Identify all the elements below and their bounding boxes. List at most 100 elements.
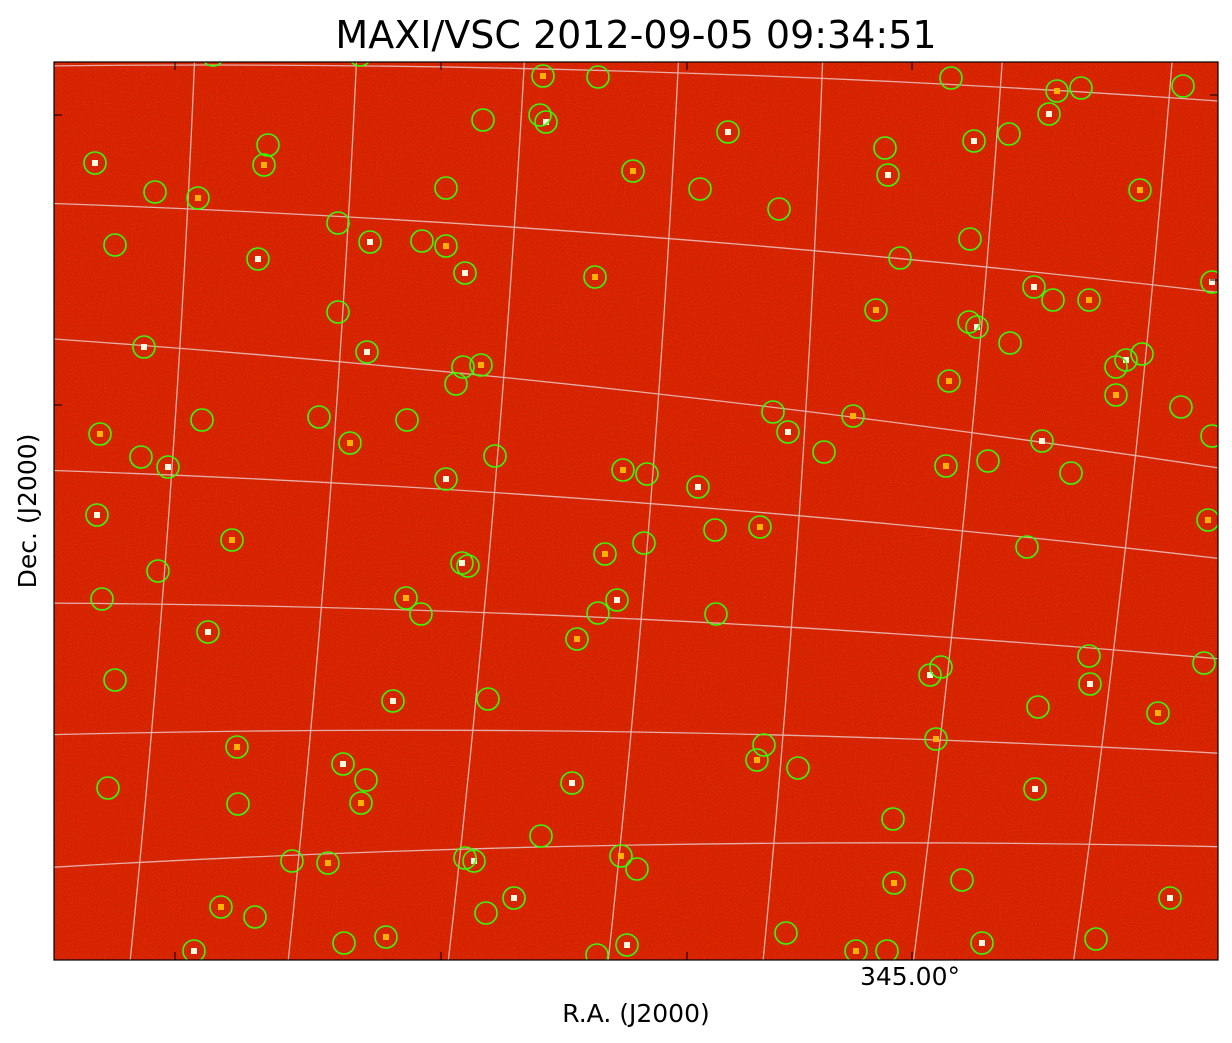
source-circle <box>1192 651 1216 675</box>
source-circle <box>1084 927 1108 951</box>
image-noise <box>54 62 1218 960</box>
source-circle <box>316 851 340 875</box>
source-spot <box>403 595 409 601</box>
source-spot <box>1087 681 1093 687</box>
source-circle <box>1128 178 1152 202</box>
source-spot <box>1123 357 1129 363</box>
source-circle <box>876 163 900 187</box>
source-spot <box>630 168 636 174</box>
source-circle <box>1200 424 1218 448</box>
source-circle <box>1045 79 1069 103</box>
source-circle <box>609 844 633 868</box>
source-spot <box>205 629 211 635</box>
source-spot <box>574 636 580 642</box>
source-spot <box>165 464 171 470</box>
y-axis-label: Dec. (J2000) <box>13 434 42 589</box>
source-circle <box>611 458 635 482</box>
source-circle <box>476 687 500 711</box>
source-spot <box>592 274 598 280</box>
source-circle <box>1104 383 1128 407</box>
source-circle <box>1041 288 1065 312</box>
source-circle <box>585 943 609 960</box>
meridian <box>912 62 1003 960</box>
source-circle <box>326 300 350 324</box>
source-spot <box>210 52 216 58</box>
source-spot <box>229 537 235 543</box>
source-circle <box>1026 695 1050 719</box>
source-circle <box>453 846 477 870</box>
source-spot <box>1205 517 1211 523</box>
source-circle <box>1196 508 1218 532</box>
source-circle <box>469 353 493 377</box>
source-spot <box>1046 111 1052 117</box>
source-spot <box>1113 392 1119 398</box>
source-circle <box>502 886 526 910</box>
source-circle <box>998 331 1022 355</box>
source-circle <box>410 229 434 253</box>
source-circle <box>483 444 507 468</box>
source-circle <box>934 454 958 478</box>
source-circle <box>1030 429 1054 453</box>
source-spot <box>191 948 197 954</box>
source-circle <box>605 588 629 612</box>
source-spot <box>1155 710 1161 716</box>
meridian <box>129 62 196 960</box>
source-circle <box>929 655 953 679</box>
source-circle <box>409 602 433 626</box>
source-circle <box>96 776 120 800</box>
source-circle <box>716 120 740 144</box>
source-spot <box>602 551 608 557</box>
source-circle <box>950 868 974 892</box>
source-circle <box>132 335 156 359</box>
source-circle <box>625 857 649 881</box>
source-circle <box>474 901 498 925</box>
source-circle <box>453 261 477 285</box>
source-spot <box>933 736 939 742</box>
source-circle <box>146 559 170 583</box>
source-spot <box>94 512 100 518</box>
source-circle <box>937 369 961 393</box>
source-circle <box>786 756 810 780</box>
source-circle <box>583 265 607 289</box>
source-spot <box>754 757 760 763</box>
parallel <box>54 602 1218 660</box>
source-circle <box>873 136 897 160</box>
source-circles <box>83 62 1218 960</box>
source-spot <box>261 162 267 168</box>
source-circle <box>220 528 244 552</box>
coordinate-grid <box>54 62 1218 960</box>
source-spot <box>443 476 449 482</box>
source-circle <box>381 689 405 713</box>
source-circle <box>593 542 617 566</box>
source-circle <box>565 627 589 651</box>
source-spot <box>97 431 103 437</box>
source-circle <box>451 355 475 379</box>
source-circle <box>528 103 552 127</box>
source-circle <box>621 159 645 183</box>
source-circle <box>534 110 558 134</box>
source-circle <box>1077 644 1101 668</box>
source-spot <box>1031 284 1037 290</box>
source-circle <box>85 503 109 527</box>
source-spot <box>511 895 517 901</box>
source-spot <box>757 524 763 530</box>
x-tick-label: 345.00° <box>860 962 960 991</box>
source-spot <box>620 467 626 473</box>
source-spot <box>540 73 546 79</box>
meridian <box>287 62 358 960</box>
source-circle <box>350 62 370 67</box>
source-circle <box>1059 461 1083 485</box>
source-spot <box>347 440 353 446</box>
source-circle <box>586 601 610 625</box>
source-spot <box>364 349 370 355</box>
parallel <box>54 842 1218 868</box>
source-spot <box>234 744 240 750</box>
source-circle <box>888 246 912 270</box>
source-circle <box>841 404 865 428</box>
source-circle <box>752 733 776 757</box>
source-spot <box>853 948 859 954</box>
source-circle <box>280 849 304 873</box>
parallel <box>54 469 1218 560</box>
source-circle <box>882 871 906 895</box>
